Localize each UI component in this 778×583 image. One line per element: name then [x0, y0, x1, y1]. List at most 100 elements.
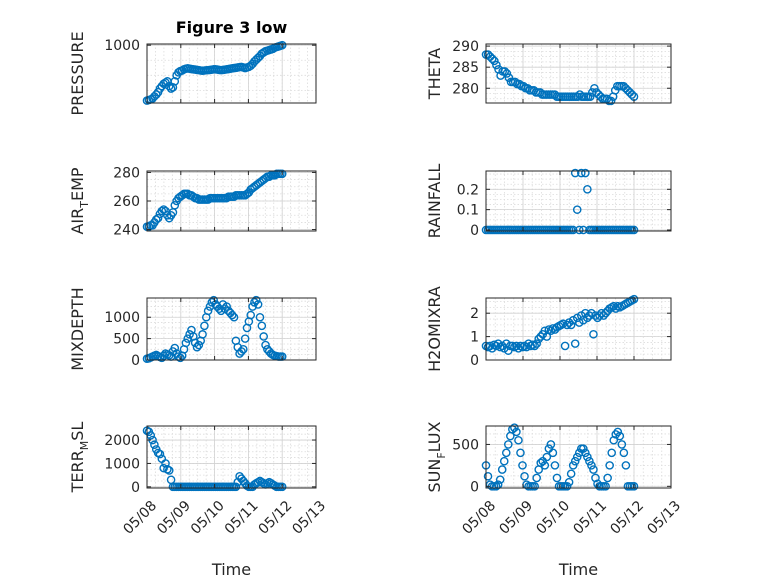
data-point [512, 427, 521, 437]
data-point [587, 461, 596, 470]
data-point [229, 312, 239, 322]
y-tick-label: 240 [113, 223, 140, 239]
data-point [170, 200, 180, 210]
data-point [512, 341, 521, 351]
axes-box [485, 425, 672, 489]
x-tick-label: 05/09 [496, 498, 536, 538]
data-point [536, 332, 546, 341]
data-point [627, 90, 637, 99]
data-point [568, 461, 578, 470]
data-point [164, 81, 174, 91]
data-point [246, 310, 256, 320]
data-point [619, 448, 629, 458]
x-tick-label: 05/10 [533, 498, 573, 538]
y-tick-label: 260 [113, 194, 140, 210]
data-point [621, 461, 631, 470]
data-point [601, 482, 610, 491]
data-point [585, 92, 595, 101]
data-point [540, 326, 550, 336]
data-point [515, 79, 524, 89]
data-point [615, 431, 625, 441]
y-tick-label: 280 [452, 81, 479, 97]
data-point [253, 300, 263, 309]
data-point [605, 461, 614, 470]
data-point [176, 353, 185, 363]
data-point [617, 440, 627, 449]
axes-box [146, 297, 317, 361]
data-point [277, 40, 287, 50]
data-point [502, 69, 512, 78]
data-point [198, 330, 207, 339]
x-axis-label: Time [558, 560, 598, 579]
y-tick-label: 1 [470, 330, 479, 346]
data-point [562, 482, 572, 491]
data-point [579, 444, 588, 453]
data-point [510, 423, 519, 432]
data-point [572, 452, 582, 462]
axes-box [485, 170, 672, 232]
y-tick-label: 0 [470, 353, 479, 369]
x-tick-label: 05/10 [188, 498, 228, 538]
data-point [263, 479, 272, 488]
data-point [253, 477, 263, 487]
data-point [261, 340, 270, 350]
data-point [495, 475, 505, 484]
data-point [492, 60, 501, 70]
data-point [532, 339, 541, 348]
y-tick-label: 0 [470, 223, 479, 239]
data-point [166, 84, 176, 93]
y-tick-label: 0.1 [457, 203, 479, 219]
y-tick-label: 1000 [104, 456, 140, 472]
subplot-pressure: 1000 PRESSURE Figure 3 low [68, 18, 317, 116]
data-point [581, 448, 590, 458]
data-point [574, 225, 584, 235]
data-point [576, 168, 586, 178]
data-point [530, 482, 539, 491]
subplot-rainfall: 0 0.1 0.2 RAINFALL [425, 164, 672, 239]
data-point [609, 301, 619, 311]
x-tick-label: 05/13 [644, 498, 684, 538]
data-point [151, 90, 161, 99]
y-tick-label: 0 [470, 479, 479, 495]
y-tick-label: 2000 [104, 433, 140, 449]
data-point [483, 471, 493, 481]
y-axis-label: THETA [425, 48, 444, 100]
y-tick-label: 0.2 [457, 182, 479, 198]
axes-box [146, 43, 317, 104]
data-point [564, 477, 574, 487]
data-point [239, 345, 248, 354]
data-point [251, 295, 261, 305]
x-axis-label: Time [211, 560, 251, 579]
data-point [209, 295, 218, 305]
data-point [200, 321, 209, 331]
data-point [150, 440, 159, 450]
x-tick-label: 05/11 [222, 498, 262, 538]
y-tick-label: 290 [452, 39, 479, 55]
data-point [170, 77, 180, 86]
y-tick-label: 285 [452, 60, 479, 76]
data-point [566, 469, 576, 479]
data-point [570, 339, 580, 348]
data-point [166, 475, 176, 485]
data-point [491, 482, 501, 491]
data-point [546, 440, 556, 449]
data-point [491, 341, 501, 351]
x-tick-label: 05/08 [459, 498, 499, 538]
data-point [532, 473, 541, 483]
data-point [579, 225, 588, 235]
y-tick-label: 2 [470, 306, 479, 322]
y-axis-label: H2OMIXRA [425, 286, 444, 372]
data-point [194, 340, 204, 350]
data-point [562, 320, 572, 330]
data-point [607, 448, 616, 458]
data-point [500, 67, 510, 76]
data-point [552, 473, 562, 483]
data-point [613, 427, 623, 437]
data-point [257, 321, 267, 331]
y-axis-label: SUNFLUX [425, 421, 448, 492]
x-tick-label: 05/12 [256, 498, 296, 538]
data-point [514, 435, 523, 445]
y-axis-label: RAINFALL [425, 164, 444, 239]
data-point [277, 169, 287, 179]
